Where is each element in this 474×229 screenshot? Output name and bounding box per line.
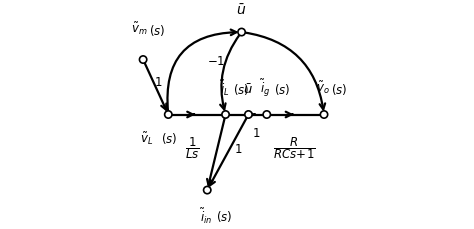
Text: $-1$: $-1$ bbox=[207, 55, 226, 68]
Circle shape bbox=[245, 111, 252, 118]
Circle shape bbox=[320, 111, 328, 118]
Text: $\bar{u}$: $\bar{u}$ bbox=[237, 3, 246, 18]
Text: $(s)$: $(s)$ bbox=[274, 82, 291, 97]
Circle shape bbox=[222, 111, 229, 118]
Text: 1: 1 bbox=[154, 76, 162, 89]
Text: $(s)$: $(s)$ bbox=[233, 82, 249, 97]
Circle shape bbox=[203, 186, 211, 194]
Text: $(s)$: $(s)$ bbox=[161, 131, 178, 146]
Text: 1: 1 bbox=[235, 144, 242, 156]
Text: 1: 1 bbox=[253, 128, 260, 140]
Text: $\dfrac{R}{RCs\!+\!1}$: $\dfrac{R}{RCs\!+\!1}$ bbox=[273, 135, 316, 161]
Text: $(s)$: $(s)$ bbox=[331, 82, 348, 97]
Text: $\tilde{v}_{m}$: $\tilde{v}_{m}$ bbox=[131, 20, 148, 37]
Circle shape bbox=[139, 56, 147, 63]
Text: $\bar{u}$: $\bar{u}$ bbox=[243, 84, 253, 97]
Text: $\tilde{v}_{o}$: $\tilde{v}_{o}$ bbox=[316, 80, 330, 96]
Text: $\dfrac{1}{Ls}$: $\dfrac{1}{Ls}$ bbox=[185, 135, 200, 161]
Text: $\tilde{i}_{L}$: $\tilde{i}_{L}$ bbox=[219, 79, 229, 98]
Text: $(s)$: $(s)$ bbox=[216, 209, 232, 224]
Text: $\tilde{v}_{L}$: $\tilde{v}_{L}$ bbox=[140, 130, 153, 147]
Text: $(s)$: $(s)$ bbox=[149, 23, 165, 38]
Text: $\tilde{i}_{g}$: $\tilde{i}_{g}$ bbox=[260, 77, 271, 99]
Circle shape bbox=[263, 111, 271, 118]
Circle shape bbox=[238, 28, 245, 36]
Text: $\tilde{i}_{in}$: $\tilde{i}_{in}$ bbox=[200, 207, 212, 226]
Circle shape bbox=[164, 111, 172, 118]
